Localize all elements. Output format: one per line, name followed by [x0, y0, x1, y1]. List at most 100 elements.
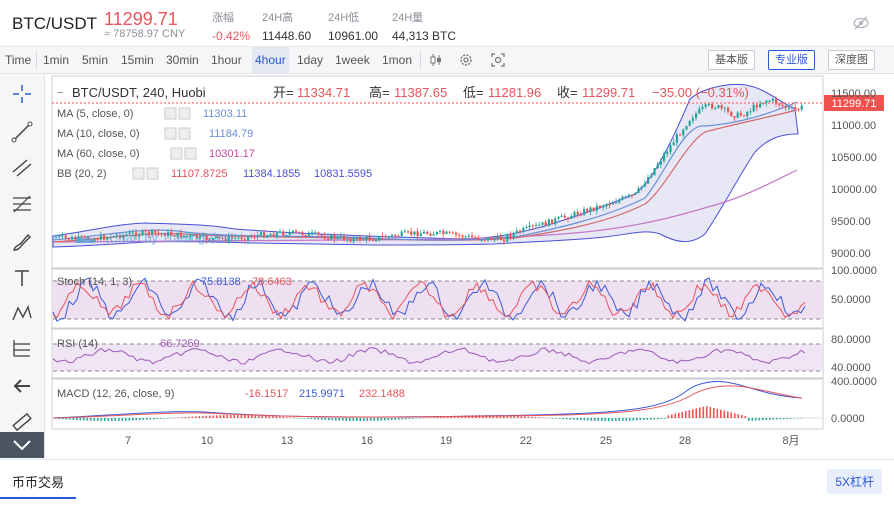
candle-body	[295, 230, 298, 232]
macd-hist-bar	[503, 415, 505, 418]
ma10-remove-icon[interactable]	[178, 127, 191, 140]
macd-hist-bar	[786, 418, 789, 419]
candle-body	[557, 216, 560, 219]
macd-hist-bar	[153, 418, 155, 420]
macd-hist-bar	[142, 418, 145, 420]
ma5-settings-icon[interactable]	[164, 107, 177, 120]
interval-30min[interactable]: 30min	[166, 53, 199, 67]
time-tick: 13	[281, 435, 293, 447]
interval-1week[interactable]: 1week	[335, 53, 370, 67]
macd-hist-bar	[429, 417, 432, 418]
candle-body	[765, 100, 768, 103]
candle-body	[800, 105, 803, 110]
macd-hist-bar	[688, 410, 691, 418]
macd-hist-bar	[681, 411, 684, 418]
candle-body	[141, 230, 144, 235]
candle-body	[778, 103, 781, 106]
interval-1min[interactable]: 1min	[43, 53, 70, 67]
macd-hist-bar	[520, 416, 523, 418]
depth-view-button[interactable]: 深度图	[828, 50, 875, 70]
macd-hist-bar	[100, 418, 103, 421]
candle-body	[394, 234, 397, 236]
macd-hist-bar	[664, 418, 666, 419]
pair-title[interactable]: BTC/USDT	[12, 14, 97, 33]
candle-body	[573, 211, 576, 217]
ticker-header: BTC/USDT 11299.71 ≈ 78758.97 CNY 涨幅 -0.4…	[0, 0, 894, 47]
macd-hist-bar	[279, 416, 281, 418]
basic-view-button[interactable]: 基本版	[708, 50, 755, 70]
crosshair-icon[interactable]	[10, 82, 34, 106]
macd-hist-bar	[657, 418, 659, 420]
candle-body	[282, 231, 285, 236]
interval-1mon[interactable]: 1mon	[382, 53, 413, 67]
interval-15min[interactable]: 15min	[121, 53, 154, 67]
candle-body	[368, 236, 371, 241]
stoch-k-line	[52, 277, 806, 322]
candle-body	[682, 129, 685, 136]
screenshot-icon[interactable]	[490, 52, 506, 68]
macd-hist-bar	[555, 418, 558, 419]
settings-gear-icon[interactable]	[458, 52, 474, 68]
interval-1day[interactable]: 1day	[297, 53, 324, 67]
candle-body	[192, 235, 195, 237]
candle-body	[311, 232, 314, 234]
macd-hist-bar	[730, 412, 733, 418]
price-tick: 9500.00	[831, 216, 871, 228]
ruler-icon[interactable]	[10, 410, 34, 434]
channel-icon[interactable]	[10, 156, 34, 180]
leverage-button[interactable]: 5X杠杆	[827, 469, 882, 494]
ma60-remove-icon[interactable]	[184, 147, 197, 160]
candle-body	[189, 235, 192, 237]
candle-body	[672, 142, 675, 146]
candle-body	[522, 228, 525, 233]
macd-hist-bar	[321, 418, 323, 420]
candle-body	[365, 236, 368, 240]
interval-4hour[interactable]: 4hour	[252, 47, 289, 73]
tab-spot-trading[interactable]: 币币交易	[0, 466, 77, 499]
pattern-icon[interactable]	[10, 302, 34, 326]
brush-icon[interactable]	[10, 230, 34, 254]
ma5-remove-icon[interactable]	[178, 107, 191, 120]
interval-5min[interactable]: 5min	[82, 53, 109, 67]
hide-eye-icon[interactable]	[852, 14, 870, 32]
ma10-label: MA (10, close, 0)	[57, 128, 140, 140]
macd-hist-bar	[69, 418, 71, 420]
chart-area[interactable]: 11299.71 11500.00 11000.00 10500.00 1000…	[45, 74, 894, 458]
candle-body	[637, 188, 640, 193]
macd-hist-bar	[380, 418, 383, 421]
chart-canvas[interactable]: 11299.71 11500.00 11000.00 10500.00 1000…	[45, 74, 894, 458]
bb-remove-icon[interactable]	[146, 167, 159, 180]
macd-hist-bar	[377, 418, 379, 421]
pro-view-button[interactable]: 专业版	[768, 50, 815, 70]
bb-settings-icon[interactable]	[132, 167, 145, 180]
macd-hist-bar	[90, 418, 92, 421]
candle-body	[173, 235, 176, 237]
interval-1hour[interactable]: 1hour	[211, 53, 242, 67]
macd-hist-bar	[394, 418, 397, 420]
fib-icon[interactable]	[10, 192, 34, 216]
macd-hist-bar	[293, 417, 295, 419]
ma60-settings-icon[interactable]	[170, 147, 183, 160]
text-tool-icon[interactable]	[10, 266, 34, 290]
back-arrow-icon[interactable]	[10, 374, 34, 398]
collapse-legend-icon[interactable]: −	[57, 87, 63, 99]
price-tick: 11000.00	[831, 120, 876, 132]
ma10-settings-icon[interactable]	[164, 127, 177, 140]
candle-body	[685, 125, 688, 130]
drawing-toolbar	[0, 74, 45, 458]
trend-line-icon[interactable]	[10, 120, 34, 144]
macd-label: MACD (12, 26, close, 9)	[57, 388, 174, 400]
macd-hist-bar	[230, 415, 232, 418]
macd-hist-bar	[734, 413, 736, 418]
collapse-toolbar-button[interactable]	[0, 432, 44, 458]
candle-body	[499, 236, 502, 241]
macd-hist-bar	[387, 418, 390, 421]
measure-icon[interactable]	[10, 336, 34, 360]
candle-body	[723, 107, 726, 109]
macd-hist-bar	[608, 418, 610, 421]
candle-body	[467, 235, 470, 237]
candle-style-icon[interactable]	[428, 52, 444, 68]
macd-hist-bar	[307, 418, 309, 419]
macd-hist-bar	[709, 407, 712, 418]
candle-body	[503, 240, 506, 242]
